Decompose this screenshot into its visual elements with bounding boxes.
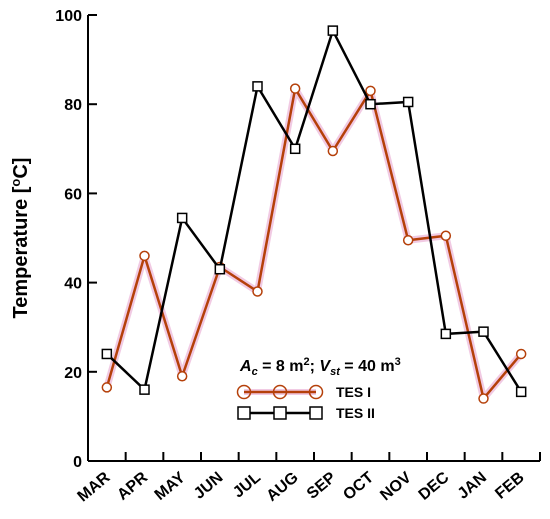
x-tick-label: DEC: [416, 469, 453, 504]
x-tick-label: MAR: [75, 469, 114, 506]
y-axis-ticks: 0 20 40 60 80 100: [55, 8, 97, 471]
data-point: [176, 212, 188, 224]
data-point: [515, 386, 527, 398]
y-tick-label: 80: [64, 97, 82, 114]
data-point: [327, 145, 339, 157]
legend-marker: [273, 406, 287, 420]
data-point: [214, 263, 226, 275]
data-point: [402, 96, 414, 108]
series-line-glow: [103, 85, 524, 403]
y-tick-label: 40: [64, 276, 82, 293]
data-point: [176, 371, 188, 382]
y-tick-label: 100: [55, 8, 82, 25]
data-point: [252, 81, 263, 92]
legend-entry: TES II: [237, 405, 375, 421]
data-point: [289, 143, 301, 155]
legend-marker: [237, 406, 251, 420]
data-point: [365, 85, 376, 97]
series-line: [105, 85, 523, 402]
data-point: [440, 230, 452, 242]
data-point: [327, 25, 339, 36]
series-1: [101, 83, 527, 404]
data-point: [478, 393, 489, 404]
legend-marker: [272, 384, 288, 400]
data-point: [139, 384, 150, 395]
legend-label: TES II: [336, 405, 375, 421]
x-tick-label: JUL: [230, 469, 264, 502]
legend-marker: [236, 384, 252, 400]
series-line: [105, 27, 523, 393]
x-tick-label: OCT: [340, 469, 377, 504]
legend-entry: TES I: [236, 384, 371, 400]
data-point: [101, 382, 113, 393]
x-tick-label: MAY: [152, 469, 189, 504]
series-2: [101, 25, 527, 398]
data-point: [440, 328, 452, 340]
data-point: [365, 98, 376, 110]
data-point: [101, 348, 113, 360]
data-point: [515, 348, 527, 360]
y-tick-label: 0: [73, 454, 82, 471]
y-axis-title: Temperature [oC]: [8, 158, 32, 319]
data-point: [478, 326, 489, 337]
x-tick-label: FEB: [492, 469, 527, 503]
legend-marker: [309, 406, 323, 420]
legend: TES I TES II: [236, 384, 375, 421]
data-point: [289, 83, 301, 94]
series-layer: [101, 25, 527, 404]
data-point: [402, 234, 414, 246]
data-point: [252, 286, 263, 297]
data-point: [139, 250, 150, 262]
x-tick-label: JUN: [191, 469, 226, 503]
legend-label: TES I: [336, 384, 371, 400]
legend-marker: [308, 384, 324, 400]
x-tick-label: APR: [114, 469, 151, 504]
parameter-annotation: Ac = 8 m2; Vst = 40 m3: [239, 356, 401, 378]
x-tick-label: SEP: [304, 469, 340, 503]
x-tick-label: JAN: [455, 469, 490, 503]
y-tick-label: 60: [64, 186, 82, 203]
x-tick-label: NOV: [377, 469, 415, 505]
y-tick-label: 20: [64, 365, 82, 382]
x-tick-label: AUG: [264, 469, 302, 505]
